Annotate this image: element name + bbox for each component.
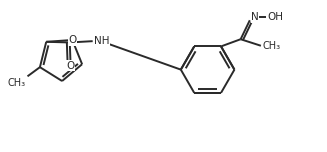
Text: CH₃: CH₃ xyxy=(8,78,26,88)
Text: O: O xyxy=(68,35,77,45)
Text: NH: NH xyxy=(94,36,110,45)
Text: CH₃: CH₃ xyxy=(262,41,280,51)
Text: N: N xyxy=(251,12,259,22)
Text: O: O xyxy=(66,61,75,71)
Text: OH: OH xyxy=(267,12,284,22)
